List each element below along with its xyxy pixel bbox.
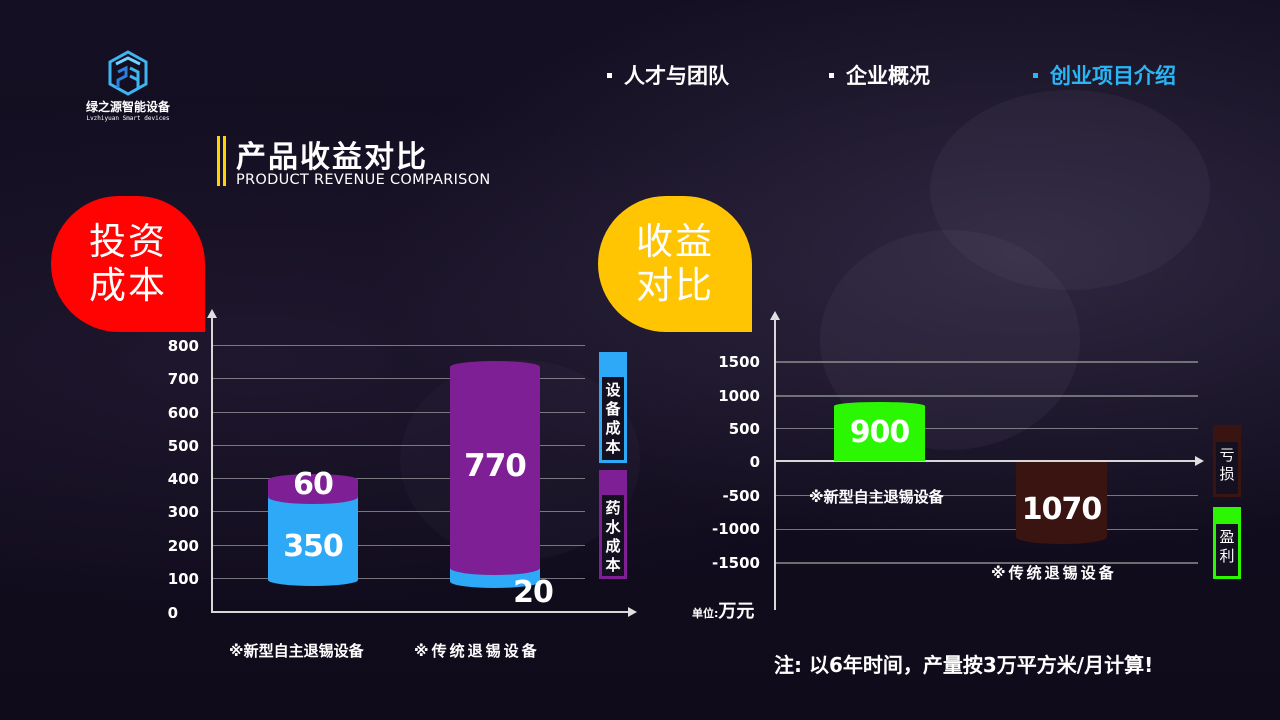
y-tick: 500 [167,437,199,455]
y-tick: 300 [167,503,199,521]
background-coin [930,90,1210,290]
gridline [776,395,1198,397]
bar-value-label: 60 [293,467,334,502]
legend-label: 亏损 [1219,446,1235,483]
x-axis-arrow-icon [1195,456,1204,466]
bar-loss-traditional-equipment [1016,462,1107,544]
gridline [213,478,585,479]
bar-traditional-equipment [450,361,540,588]
gridline [213,445,585,446]
category-label: ※新型自主退锡设备 [229,642,364,660]
bubble-label: 收益对比 [636,220,714,307]
nav-item-company-overview[interactable]: 企业概况 [829,60,930,90]
y-tick: 700 [167,370,199,388]
bar-top-ellipse [450,361,540,373]
company-logo: 绿之源智能设备 Lvzhiyuan Smart devices [78,50,178,125]
bar-profit-new-equipment [834,402,925,461]
gridline [213,578,585,579]
logo-cube-icon [108,50,148,96]
y-tick: 200 [167,537,199,555]
gridline [776,361,1198,363]
bar-top-ellipse [834,402,925,410]
bullet-icon [1033,72,1038,78]
bubble-label: 投资成本 [89,220,167,307]
equipment-cost-segment [268,494,358,580]
gridline [213,378,585,379]
gridline [776,562,1198,564]
legend-equipment-cost: 设备成本 [599,352,627,463]
category-label: ※传统退锡设备 [414,642,540,660]
gridline [213,412,585,413]
legend-swatch [1216,428,1238,442]
x-axis [776,460,1196,462]
nav-item-startup-project[interactable]: 创业项目介绍 [1033,60,1176,90]
y-tick: -1500 [712,554,760,572]
y-tick: 0 [167,604,178,622]
category-label: ※传统退锡设备 [991,564,1117,582]
y-tick: -1000 [712,520,760,538]
y-tick: 0 [749,453,760,471]
y-axis-arrow-icon [207,309,217,318]
nav-label: 企业概况 [846,64,930,88]
revenue-comparison-bubble: 收益对比 [598,196,752,332]
y-tick: 100 [167,570,199,588]
legend-profit: 盈利 [1213,507,1241,579]
logo-name-cn: 绿之源智能设备 [85,100,170,114]
y-axis [774,318,776,610]
profit-segment [834,406,925,461]
bar-value-label: 20 [513,575,554,610]
bar-top-ellipse [268,474,358,486]
y-tick: 500 [728,420,760,438]
title-accent-bar [217,136,220,186]
bar-bottom-ellipse [1016,530,1107,544]
gridline [213,545,585,546]
y-tick: 400 [167,470,199,488]
footnote: 注: 以6年时间，产量按3万平方米/月计算! [774,653,1154,677]
legend-swatch [602,355,624,377]
legend-swatch [602,473,624,495]
category-label: ※新型自主退锡设备 [809,488,944,506]
gridline [213,345,585,346]
nav-label: 人才与团队 [624,64,729,88]
section-subtitle: PRODUCT REVENUE COMPARISON [236,172,491,188]
y-tick: 1000 [718,387,760,405]
legend-chemical-cost: 药水成本 [599,470,627,579]
y-axis-arrow-icon [770,311,780,320]
bullet-icon [829,72,834,78]
bar-value-label: 900 [849,415,911,450]
legend-label: 药水成本 [605,499,621,574]
bar-value-label: 1070 [1021,492,1103,527]
y-tick: -500 [722,487,760,505]
legend-label: 设备成本 [605,381,621,456]
gridline [776,529,1198,530]
bar-value-label: 770 [464,448,527,484]
bar-value-label: 350 [283,529,344,564]
legend-label: 盈利 [1219,528,1235,565]
nav-label: 创业项目介绍 [1050,64,1176,88]
x-axis-arrow-icon [628,607,637,617]
segment-divider-ellipse [268,490,358,504]
x-axis [211,611,629,613]
y-axis [211,316,213,613]
y-tick: 600 [167,404,199,422]
y-tick: 1500 [718,353,760,371]
gridline [776,428,1198,429]
section-title: 产品收益对比 [236,140,428,175]
gridline [776,495,1198,496]
chemical-cost-segment [450,367,540,568]
unit-prefix: 单位: [692,607,719,620]
loss-segment [1016,462,1107,536]
bullet-icon [607,72,612,78]
unit-value: 万元 [718,601,755,622]
logo-name-en: Lvzhiyuan Smart devices [86,115,170,122]
unit-label: 单位:万元 [692,597,754,623]
bar-new-equipment [268,474,358,586]
gridline [213,511,585,512]
nav-item-talent-team[interactable]: 人才与团队 [607,60,729,90]
investment-cost-bubble: 投资成本 [51,196,205,332]
legend-swatch [1216,510,1238,524]
y-tick: 800 [167,337,199,355]
legend-loss: 亏损 [1213,425,1241,497]
title-accent-bar [223,136,226,186]
